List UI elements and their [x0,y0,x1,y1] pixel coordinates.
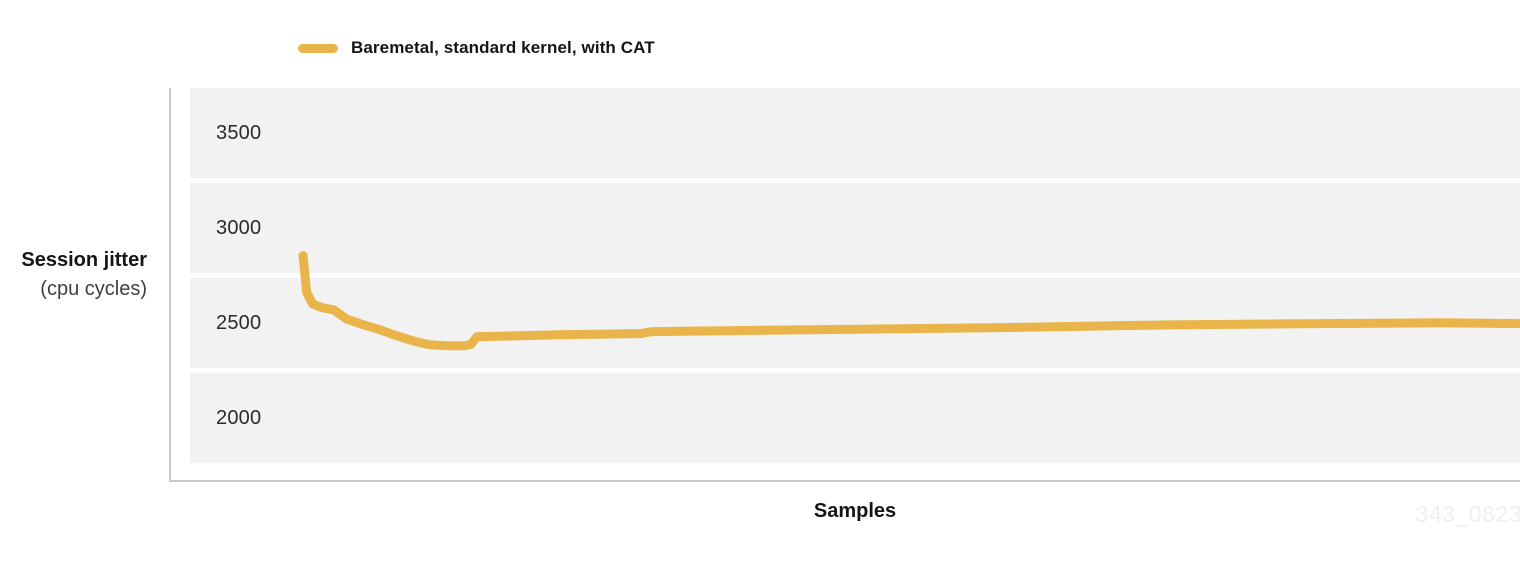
y-tick-3000: 3000 [216,216,262,239]
watermark-text: 343_0823 [1415,501,1520,527]
y-tick-2000: 2000 [216,406,262,429]
gridline-band: 3000 [190,183,1520,273]
legend: Baremetal, standard kernel, with CAT [298,38,655,58]
y-axis-title: Session jitter (cpu cycles) [0,246,147,304]
y-tick-3500: 3500 [216,121,262,144]
data-series-line [298,251,1520,351]
y-axis-title-sub: (cpu cycles) [40,278,147,300]
y-axis-title-main: Session jitter [21,249,147,271]
gridline-band: 3500 [190,88,1520,178]
legend-line-swatch [298,43,338,53]
x-axis-title: Samples [813,500,897,522]
gridline-band: 2000 [190,373,1520,463]
y-tick-2500: 2500 [216,311,262,334]
plot-area: 3500 3000 2500 2000 [190,88,1520,463]
x-axis-line [169,480,1520,482]
y-axis-line [169,88,171,482]
legend-label: Baremetal, standard kernel, with CAT [351,38,655,57]
